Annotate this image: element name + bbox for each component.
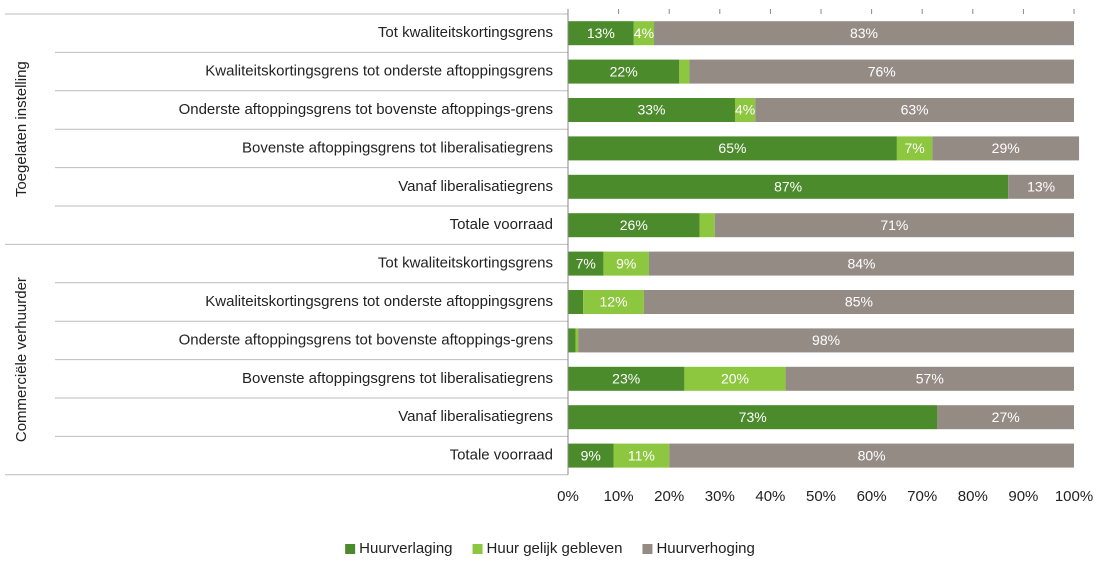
category-label: Tot kwaliteitskortingsgrens	[378, 255, 553, 272]
data-label: 9%	[581, 447, 601, 463]
data-label: 23%	[612, 371, 640, 387]
x-tick-label: 20%	[654, 488, 684, 505]
bar-segment	[568, 98, 735, 122]
data-label: 22%	[610, 63, 638, 79]
data-label: 4%	[735, 102, 755, 118]
data-label: 85%	[845, 294, 873, 310]
bar-segment	[568, 443, 614, 468]
category-label: Vanaf liberalisatiegrens	[398, 178, 553, 195]
data-label: 84%	[847, 255, 875, 271]
data-label: 29%	[992, 140, 1020, 156]
data-label: 73%	[739, 409, 767, 425]
bar-segment	[937, 405, 1074, 430]
x-tick-label: 0%	[557, 488, 579, 505]
category-label: Tot kwaliteitskortingsgrens	[378, 24, 553, 41]
data-label: 83%	[850, 25, 878, 41]
bar-segment	[575, 328, 579, 353]
bar-segment	[689, 59, 1074, 84]
bar-segment	[583, 290, 644, 314]
category-label: Vanaf liberalisatiegrens	[398, 408, 553, 425]
data-label: 12%	[600, 294, 628, 310]
bar-segment	[684, 366, 786, 391]
bar-segment	[568, 251, 604, 276]
data-label: 63%	[901, 102, 929, 118]
bar-segment	[648, 251, 1074, 276]
data-label: 27%	[992, 409, 1020, 425]
data-label: 87%	[774, 179, 802, 195]
category-label: Kwaliteitskortingsgrens tot onderste aft…	[205, 293, 553, 310]
bar-segment	[613, 443, 670, 468]
bar-segment	[568, 328, 576, 353]
data-label: 26%	[620, 217, 648, 233]
bar-segment	[1008, 174, 1074, 199]
x-tick-label: 60%	[857, 488, 887, 505]
legend-label: Huur gelijk gebleven	[487, 540, 623, 557]
legend-label: Huurverlaging	[359, 540, 452, 557]
group-label: Toegelaten instelling	[13, 61, 30, 197]
data-label: 20%	[721, 371, 749, 387]
bar-segment	[755, 98, 1074, 122]
x-tick-label: 30%	[705, 488, 735, 505]
data-label: 80%	[858, 447, 886, 463]
bar-segment	[654, 21, 1074, 46]
bar-segment	[603, 251, 649, 276]
data-label: 13%	[1027, 179, 1055, 195]
bar-segment	[669, 443, 1074, 468]
bar-segment	[714, 213, 1074, 238]
bar-segment	[643, 290, 1074, 314]
group-label: Commerciële verhuurder	[13, 277, 30, 442]
category-label: Onderste aftoppingsgrens tot bovenste af…	[179, 101, 553, 118]
x-tick-label: 80%	[958, 488, 988, 505]
legend-swatch	[642, 544, 653, 554]
bar-segment	[568, 21, 634, 46]
category-label: Kwaliteitskortingsgrens tot onderste aft…	[205, 63, 553, 80]
bar-segment	[568, 290, 584, 314]
legend-swatch	[345, 544, 356, 554]
bar-segment	[932, 136, 1080, 161]
category-label: Totale voorraad	[450, 216, 553, 233]
bar-segment	[785, 366, 1074, 391]
bar-segment	[568, 366, 685, 391]
legend-swatch	[472, 544, 483, 554]
category-label: Bovenste aftoppingsgrens tot liberalisat…	[242, 139, 553, 156]
data-label: 4%	[634, 25, 654, 41]
category-label: Totale voorraad	[450, 447, 553, 464]
x-tick-label: 40%	[755, 488, 785, 505]
category-label: Bovenste aftoppingsgrens tot liberalisat…	[242, 370, 553, 387]
data-label: 76%	[868, 63, 896, 79]
x-tick-label: 50%	[806, 488, 836, 505]
data-label: 11%	[628, 447, 655, 463]
x-tick-label: 90%	[1008, 488, 1038, 505]
x-tick-label: 10%	[604, 488, 634, 505]
bar-segment	[568, 136, 897, 161]
x-tick-label: 70%	[907, 488, 937, 505]
data-label: 98%	[812, 332, 840, 348]
bar-segment	[734, 98, 756, 122]
data-label: 57%	[916, 371, 944, 387]
bar-segment	[699, 213, 715, 238]
data-label: 71%	[880, 217, 908, 233]
bar-segment	[633, 21, 655, 46]
data-label: 13%	[587, 25, 615, 41]
bar-segment	[578, 328, 1074, 353]
bar-segment	[568, 213, 700, 238]
data-label: 9%	[616, 255, 636, 271]
bar-segment	[679, 59, 690, 84]
data-label: 7%	[576, 255, 596, 271]
bar-segment	[568, 174, 1009, 199]
x-tick-label: 100%	[1055, 488, 1093, 505]
category-label: Onderste aftoppingsgrens tot bovenste af…	[179, 331, 553, 348]
bar-segment	[896, 136, 933, 161]
data-label: 7%	[904, 140, 924, 156]
bar-segment	[568, 59, 680, 84]
data-label: 65%	[718, 140, 746, 156]
data-label: 33%	[637, 102, 665, 118]
bar-segment	[568, 405, 938, 430]
legend-label: Huurverhoging	[656, 540, 754, 557]
